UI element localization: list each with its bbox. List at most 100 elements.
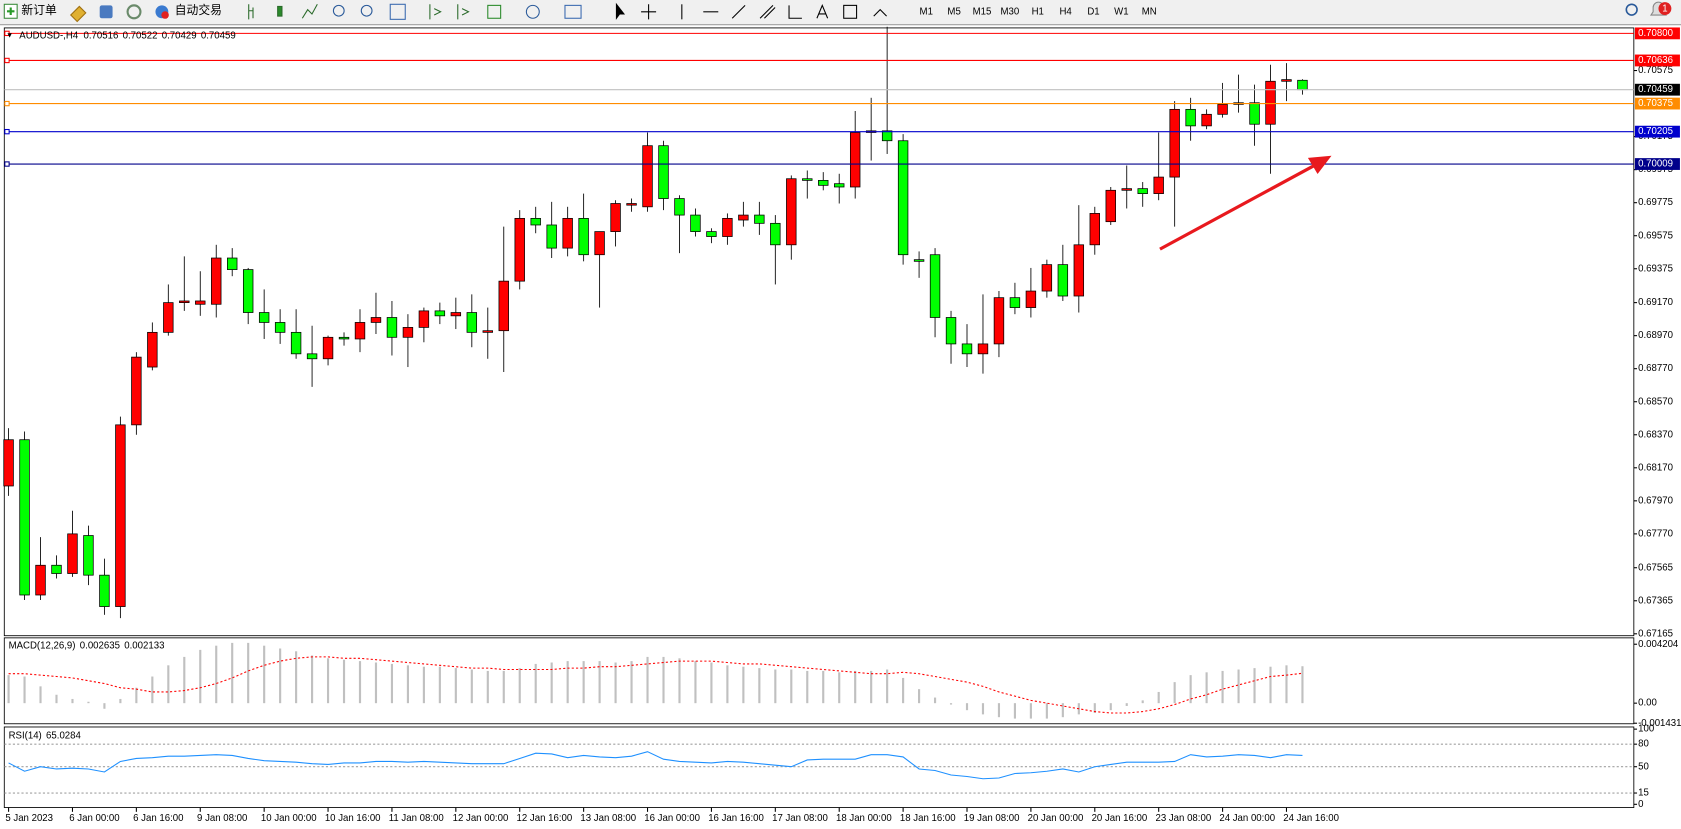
candle-body: [722, 217, 733, 237]
y-tick-label: 0.004204: [1638, 639, 1679, 650]
candle-body: [1185, 108, 1196, 127]
notification-count: 1: [1662, 4, 1667, 15]
annotation-arrow: [1159, 155, 1332, 251]
x-tick-label: 18 Jan 00:00: [836, 813, 892, 824]
candle-body: [1041, 264, 1053, 292]
candle-body: [546, 224, 557, 249]
header-marker: [7, 33, 12, 38]
x-tick-label: 24 Jan 16:00: [1283, 813, 1339, 824]
candle-body: [802, 178, 813, 181]
y-tick-label: 0.68370: [1638, 429, 1673, 440]
auto-trading-label: 自动交易: [175, 3, 222, 17]
x-tick-label: 6 Jan 00:00: [69, 813, 119, 824]
x-tick-label: 9 Jan 08:00: [197, 813, 247, 824]
candle-body: [498, 280, 509, 332]
x-tick-label: 17 Jan 08:00: [772, 813, 828, 824]
candle-body: [642, 145, 653, 208]
auto-trading-button[interactable]: 自动交易: [155, 3, 222, 19]
candle-body: [163, 302, 174, 333]
text-icon[interactable]: [816, 3, 829, 19]
candle-chart-icon[interactable]: [277, 5, 283, 17]
fibo-icon[interactable]: [788, 5, 802, 19]
y-tick-label: 0.69375: [1638, 263, 1673, 274]
candle-body: [754, 214, 765, 224]
y-tick-label: 0: [1638, 799, 1643, 810]
toolbar-icon[interactable]: [69, 5, 87, 23]
price-label-box: [1634, 54, 1680, 67]
candle-body: [1089, 213, 1100, 246]
candle-body: [594, 231, 605, 256]
candle-body: [1265, 80, 1276, 125]
candle-body: [770, 222, 781, 246]
toolbar-icon[interactable]: [126, 4, 142, 20]
candle-body: [1297, 79, 1308, 91]
timeframe-button[interactable]: MN: [1142, 6, 1157, 17]
toolbar-icon[interactable]: [99, 5, 113, 19]
arrows-icon[interactable]: [873, 8, 887, 17]
zoom-in-icon[interactable]: [332, 4, 345, 17]
chart-type-buttons[interactable]: [248, 2, 887, 20]
timeframe-button[interactable]: H1: [1032, 6, 1044, 17]
price-label-box: [1634, 97, 1680, 110]
candle-body: [674, 198, 685, 216]
y-tick-label: 0.69170: [1638, 297, 1673, 308]
candle-body: [897, 140, 909, 256]
main-header: AUDUSD-,H4 0.70516 0.70522 0.70429 0.70459: [19, 30, 235, 41]
price-label: 0.70205: [1638, 126, 1673, 137]
x-tick-label: 20 Jan 16:00: [1092, 813, 1148, 824]
x-tick-label: 11 Jan 08:00: [389, 813, 444, 824]
timeframe-button[interactable]: M1: [920, 6, 933, 17]
bar-chart-icon[interactable]: [248, 4, 254, 20]
templates-icon[interactable]: [564, 4, 582, 19]
timeframe-button[interactable]: H4: [1059, 6, 1072, 17]
indicators-icon[interactable]: [487, 4, 502, 19]
candle-body: [945, 317, 957, 345]
candle-body: [482, 330, 493, 333]
timeframe-button[interactable]: M15: [973, 6, 992, 17]
cursor-icon[interactable]: [615, 2, 626, 20]
label-icon[interactable]: [843, 4, 858, 19]
new-order-label: 新订单: [21, 3, 57, 17]
candle-body: [1073, 244, 1085, 297]
bid-label: 0.70459: [1638, 84, 1673, 95]
scroll-icon[interactable]: [429, 4, 442, 20]
candle-body: [354, 322, 366, 340]
low-value: 0.70429: [162, 30, 197, 41]
candle-body: [1009, 297, 1021, 308]
search-icon[interactable]: [1625, 3, 1638, 16]
candle-body: [610, 203, 621, 232]
candle-body: [242, 269, 254, 313]
high-value: 0.70522: [123, 30, 158, 41]
timeframe-button[interactable]: M5: [947, 6, 960, 17]
candle-body: [83, 535, 94, 576]
zoom-out-icon[interactable]: [360, 4, 373, 17]
line-chart-icon[interactable]: [301, 4, 318, 19]
periods-icon[interactable]: [525, 4, 540, 19]
timeframe-button[interactable]: M30: [1001, 6, 1020, 17]
y-tick-label: 0.67165: [1638, 628, 1673, 639]
candle-body: [913, 259, 925, 262]
candle-body: [306, 353, 318, 360]
candle-body: [131, 356, 142, 426]
signal-line: [8, 656, 1303, 714]
channel-icon[interactable]: [759, 4, 776, 19]
candle-body: [195, 300, 206, 305]
bid-label-box: [1634, 83, 1680, 96]
x-tick-label: 20 Jan 00:00: [1028, 813, 1084, 824]
candle-body: [514, 217, 525, 282]
x-tick-label: 19 Jan 08:00: [964, 813, 1020, 824]
tile-icon[interactable]: [389, 3, 406, 20]
candle-body: [19, 439, 30, 596]
price-label-box: [1634, 158, 1680, 170]
candle-body: [290, 331, 302, 355]
notification-badge[interactable]: [1658, 2, 1672, 16]
trendline-icon[interactable]: [731, 4, 746, 19]
x-tick-label: 5 Jan 2023: [5, 813, 53, 824]
crosshair-icon[interactable]: [641, 4, 657, 20]
candle-body: [530, 217, 541, 226]
shift-icon[interactable]: [457, 4, 470, 20]
new-order-button[interactable]: 新订单: [3, 3, 57, 19]
timeframe-button[interactable]: W1: [1114, 6, 1128, 17]
timeframe-button[interactable]: D1: [1087, 6, 1099, 17]
